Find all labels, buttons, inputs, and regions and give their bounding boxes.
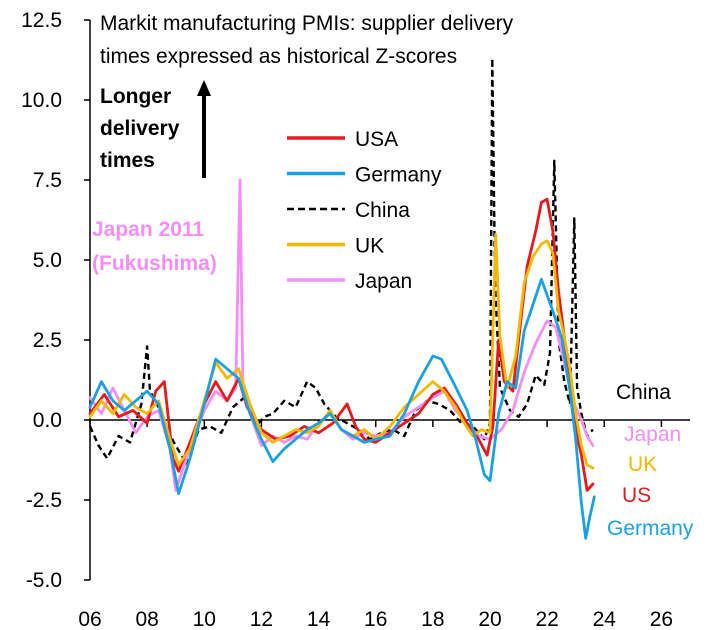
x-tick-label: 24 bbox=[593, 608, 617, 630]
series-end-labels: China Japan UK US Germany bbox=[607, 381, 694, 540]
x-tick-label: 16 bbox=[364, 608, 387, 630]
x-tick-label: 20 bbox=[478, 608, 501, 630]
annotation-line-3: times bbox=[100, 149, 155, 172]
legend-label-usa: USA bbox=[355, 128, 398, 151]
legend-label-japan: Japan bbox=[355, 270, 412, 293]
y-tick-label: 0.0 bbox=[33, 409, 62, 432]
end-label-japan: Japan bbox=[624, 423, 681, 446]
japan-annotation-line-1: Japan 2011 bbox=[92, 218, 204, 241]
legend-label-china: China bbox=[355, 199, 410, 222]
axes: 12.5 10.0 7.5 5.0 2.5 0.0 -2.5 -5.0 06 08 10 12 14 1… bbox=[21, 9, 690, 630]
series-layer bbox=[88, 57, 596, 540]
y-tick-label: 5.0 bbox=[33, 249, 62, 272]
chart-title-line-1: Markit manufacturing PMIs: supplier deli… bbox=[100, 12, 514, 35]
y-tick-label: -5.0 bbox=[26, 569, 62, 592]
legend: USA Germany China UK Japan bbox=[287, 128, 442, 293]
y-tick-label: 7.5 bbox=[33, 169, 62, 192]
end-label-uk: UK bbox=[628, 453, 657, 476]
japan-annotation-line-2: (Fukushima) bbox=[92, 252, 217, 275]
series-line-uk bbox=[88, 233, 595, 470]
x-tick-label: 06 bbox=[78, 608, 101, 630]
y-tick-label: 2.5 bbox=[33, 329, 62, 352]
japan-fukushima-annotation: Japan 2011 (Fukushima) bbox=[92, 218, 217, 275]
chart-title: Markit manufacturing PMIs: supplier deli… bbox=[100, 12, 514, 68]
y-tick-label: 12.5 bbox=[21, 9, 62, 32]
x-tick-label: 10 bbox=[193, 608, 216, 630]
x-tick-label: 18 bbox=[421, 608, 444, 630]
annotation-line-1: Longer bbox=[100, 85, 171, 108]
x-tick-label: 22 bbox=[535, 608, 558, 630]
end-label-china: China bbox=[616, 381, 671, 404]
annotation-line-2: delivery bbox=[100, 117, 180, 140]
up-arrow-icon bbox=[197, 80, 211, 96]
legend-label-uk: UK bbox=[355, 235, 384, 258]
y-tick-label: -2.5 bbox=[26, 489, 62, 512]
chart-title-line-2: times expressed as historical Z-scores bbox=[100, 45, 457, 68]
legend-label-germany: Germany bbox=[355, 164, 442, 187]
longer-delivery-annotation: Longer delivery times bbox=[100, 80, 211, 178]
x-tick-label: 14 bbox=[307, 608, 331, 630]
y-ticks: 12.5 10.0 7.5 5.0 2.5 0.0 -2.5 -5.0 bbox=[21, 9, 90, 592]
series-line-germany bbox=[88, 277, 596, 540]
end-label-germany: Germany bbox=[607, 517, 694, 540]
x-tick-label: 26 bbox=[650, 608, 673, 630]
y-tick-label: 10.0 bbox=[21, 89, 62, 112]
x-tick-label: 08 bbox=[135, 608, 158, 630]
end-label-us: US bbox=[622, 484, 651, 507]
x-tick-label: 12 bbox=[250, 608, 273, 630]
x-ticks: 06 08 10 12 14 16 18 20 22 24 26 bbox=[78, 420, 673, 630]
